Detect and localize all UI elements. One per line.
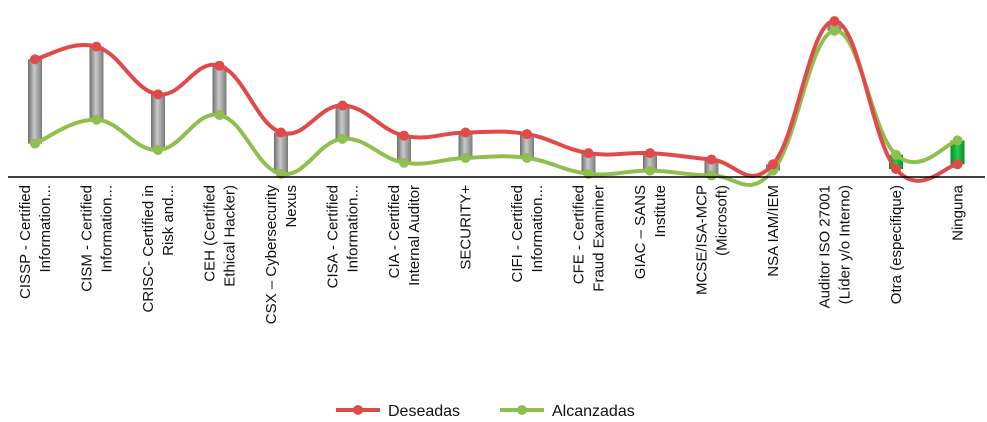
category-label: SECURITY+ [458,185,475,270]
drop-bar [397,135,411,163]
data-point-alcanzadas [30,138,40,149]
data-point-alcanzadas [91,114,102,125]
data-point-deseadas [522,129,532,140]
legend-marker-deseadas [353,405,363,415]
drop-bar [520,134,534,158]
category-label: Internal Auditor [406,185,423,286]
category-label: Fraud Examiner [591,185,608,292]
data-point-alcanzadas [706,170,717,181]
category-label: (Microsoft) [714,185,731,256]
category-label: CIFI - Certified [509,185,526,283]
data-point-alcanzadas [153,144,163,155]
category-label: Ethical Hacker) [222,185,239,287]
drop-bar [581,153,596,174]
category-label: Information... [529,185,546,273]
data-point-deseadas [952,159,963,170]
data-point-deseadas [153,89,163,100]
drop-bar [212,65,227,115]
drop-bar [151,94,165,150]
category-label: Information... [345,185,362,273]
drop-bar [643,153,657,171]
category-label: CISSP - Certified [17,185,34,299]
drop-bar [458,132,473,158]
legend: Deseadas Alcanzadas [336,403,635,420]
category-labels: CISSP - Certified Information... CISM - Ce… [17,184,967,324]
data-point-deseadas [768,159,778,170]
up-bar [950,140,965,165]
legend-label-alcanzadas: Alcanzadas [552,403,635,420]
data-point-alcanzadas [399,157,409,168]
data-point-deseadas [891,164,901,175]
data-point-deseadas [460,127,471,138]
series-line-alcanzadas [33,28,960,187]
category-label: NSA IAM/IEM [765,185,782,277]
data-point-deseadas [276,127,286,138]
category-label: MCSE/ISA-MCP [694,185,711,295]
category-label: CIA - Certified [386,185,403,278]
data-point-deseadas [829,16,840,27]
data-point-deseadas [706,154,717,165]
category-label: Nexus [283,185,300,228]
category-label: Otra (especifique) [888,185,905,304]
legend-label-deseadas: Deseadas [388,403,460,420]
data-point-deseadas [645,148,655,159]
data-point-alcanzadas [952,135,963,146]
drop-bar [28,59,42,144]
category-label: Institute [652,185,669,238]
data-point-deseadas [337,100,348,111]
data-point-deseadas [214,60,225,71]
data-point-deseadas [30,54,40,65]
drop-bar [89,46,104,120]
legend-marker-alcanzadas [517,405,527,415]
drop-bar [335,105,350,139]
category-label: Information... [37,185,54,273]
data-point-alcanzadas [522,152,532,163]
drop-bar [704,159,719,176]
category-label: Information... [99,185,116,273]
category-label: CSX – Cybersecurity [263,185,280,325]
category-label: CEH (Certified [202,185,219,282]
data-point-deseadas [91,41,102,52]
category-label: Risk and... [160,185,177,256]
drop-lines [28,21,965,176]
data-point-alcanzadas [337,133,348,144]
data-point-alcanzadas [460,152,471,163]
category-label: Ninguna [950,184,967,241]
data-point-alcanzadas [829,25,840,36]
drop-bar [274,132,288,174]
category-label: CISA - Certified [325,185,342,288]
series-lines [30,16,963,187]
data-point-deseadas [399,130,409,141]
category-label: CFE - Certified [571,185,588,284]
data-point-alcanzadas [645,165,655,176]
category-label: CISM - Certified [79,185,96,292]
category-label: Auditor ISO 27001 [817,185,834,308]
data-point-deseadas [583,148,594,159]
category-label: GIAC – SANS [632,185,649,279]
data-point-alcanzadas [891,149,901,160]
category-label: (Líder y/o Interno) [837,185,854,304]
category-label: CRISC- Certified in [140,185,157,313]
data-point-alcanzadas [214,109,225,120]
